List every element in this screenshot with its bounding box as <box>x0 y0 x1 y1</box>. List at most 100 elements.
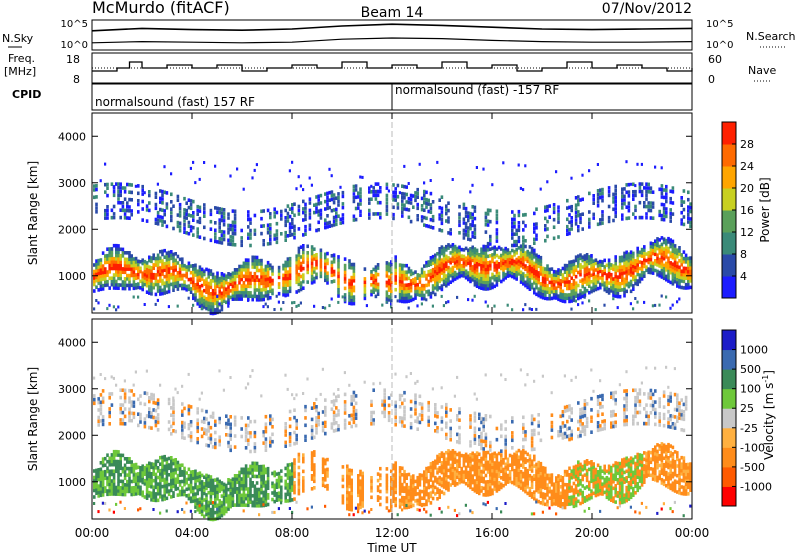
scatter-cell <box>163 165 166 169</box>
scatter-cell <box>218 486 221 490</box>
scatter-cell <box>192 293 195 297</box>
scatter-cell <box>533 230 536 234</box>
scatter-cell <box>324 218 327 222</box>
scatter-cell <box>128 457 131 461</box>
scatter-cell <box>350 424 353 429</box>
scatter-cell <box>335 395 338 399</box>
scatter-cell <box>394 281 397 285</box>
scatter-cell <box>264 414 268 419</box>
scatter-cell <box>196 422 199 426</box>
scatter-cell <box>581 258 584 263</box>
scatter-cell <box>132 492 136 497</box>
scatter-cell <box>284 495 287 500</box>
scatter-cell <box>247 284 250 289</box>
scatter-cell <box>293 490 296 495</box>
scatter-cell <box>350 468 353 473</box>
scatter-cell <box>528 307 531 311</box>
scatter-cell <box>359 486 362 490</box>
scatter-cell <box>130 479 133 484</box>
scatter-cell <box>249 374 252 378</box>
scatter-cell <box>247 423 250 428</box>
scatter-cell <box>418 273 422 278</box>
scatter-cell <box>447 282 450 286</box>
scatter-cell <box>178 489 182 494</box>
scatter-cell <box>581 291 584 295</box>
scatter-cell <box>409 193 413 198</box>
scatter-cell <box>665 251 668 256</box>
scatter-cell <box>596 189 600 193</box>
scatter-cell <box>434 269 437 274</box>
scatter-cell <box>284 260 287 265</box>
scatter-cell <box>220 281 224 286</box>
scatter-cell <box>513 269 516 273</box>
scatter-cell <box>500 266 503 271</box>
scatter-cell <box>273 490 276 494</box>
scatter-cell <box>614 214 617 219</box>
scatter-cell <box>121 418 125 422</box>
scatter-cell <box>451 246 455 250</box>
scatter-cell <box>341 205 345 210</box>
scatter-cell <box>159 218 162 223</box>
scatter-cell <box>456 249 459 254</box>
scatter-cell <box>302 247 305 251</box>
scatter-cell <box>242 509 245 513</box>
scatter-cell <box>229 429 232 434</box>
scatter-cell <box>214 295 217 299</box>
scatter-cell <box>431 267 435 272</box>
scatter-cell <box>181 479 184 484</box>
scatter-cell <box>588 299 591 303</box>
scatter-cell <box>189 423 193 428</box>
scatter-cell <box>260 477 263 482</box>
scatter-cell <box>97 477 100 482</box>
scatter-cell <box>93 479 96 483</box>
scatter-cell <box>227 223 230 228</box>
scatter-cell <box>557 205 560 209</box>
scatter-cell <box>198 294 202 299</box>
scatter-cell <box>112 189 116 194</box>
scatter-cell <box>522 243 525 247</box>
scatter-cell <box>288 169 291 173</box>
scatter-cell <box>297 488 301 493</box>
scatter-cell <box>244 470 248 475</box>
scatter-cell <box>678 272 681 276</box>
scatter-cell <box>106 208 109 213</box>
scatter-cell <box>324 478 327 482</box>
scatter-cell <box>161 278 164 283</box>
scatter-cell <box>163 212 166 217</box>
scatter-cell <box>192 233 195 237</box>
scatter-cell <box>104 182 107 187</box>
scatter-cell <box>238 493 241 498</box>
scatter-cell <box>154 256 158 261</box>
scatter-cell <box>431 304 434 308</box>
scatter-cell <box>137 472 140 476</box>
scatter-cell <box>167 260 171 265</box>
scatter-cell <box>154 416 158 420</box>
scatter-cell <box>473 247 477 251</box>
scatter-cell <box>106 482 109 487</box>
scatter-cell <box>141 199 144 204</box>
scatter-cell <box>119 276 122 281</box>
scatter-cell <box>517 221 521 225</box>
scatter-cell <box>588 221 591 225</box>
scatter-cell <box>205 493 208 497</box>
scatter-cell <box>156 466 160 470</box>
scatter-cell <box>262 484 265 488</box>
scatter-cell <box>343 392 347 397</box>
scatter-cell <box>293 397 296 401</box>
scatter-cell <box>440 210 444 214</box>
scatter-cell <box>627 271 631 276</box>
scatter-cell <box>170 485 173 489</box>
scatter-cell <box>207 271 210 276</box>
scatter-cell <box>590 289 593 294</box>
scatter-cell <box>425 190 428 195</box>
scatter-cell <box>643 261 646 265</box>
scatter-cell <box>95 187 98 192</box>
scatter-cell <box>189 225 193 229</box>
scatter-cell <box>154 472 158 477</box>
scatter-cell <box>194 482 197 487</box>
scatter-cell <box>566 273 569 278</box>
scatter-cell <box>297 250 301 254</box>
scatter-cell <box>321 464 325 468</box>
scatter-cell <box>495 228 499 232</box>
scatter-cell <box>277 300 280 304</box>
